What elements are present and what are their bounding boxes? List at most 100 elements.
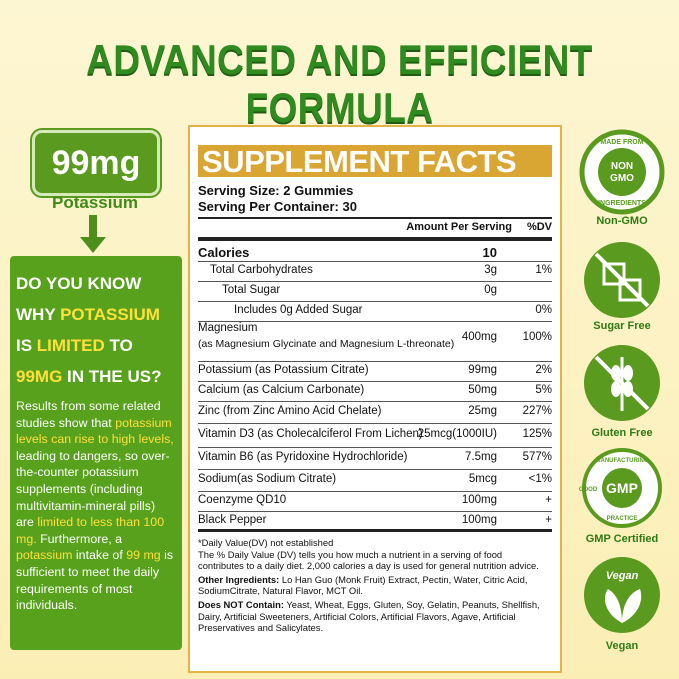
- icon-core: [598, 148, 646, 196]
- icon-vegan: Vegan Vegan: [584, 557, 660, 652]
- facts-title: SUPPLEMENT FACTS: [198, 145, 552, 178]
- icon-text: MANUFACTURING: [596, 458, 649, 464]
- supplement-facts: SUPPLEMENT FACTS Serving Size: 2 Gummies…: [188, 125, 562, 673]
- note: The % Daily Value (DV) tells you how muc…: [198, 548, 539, 572]
- icon-label: Non-GMO: [596, 215, 648, 227]
- grain: [623, 365, 633, 381]
- servings: Serving Per Container: 30: [198, 199, 357, 214]
- grain: [611, 381, 621, 397]
- icon-label: Gluten Free: [591, 427, 652, 439]
- icon-text: PRACTICE: [607, 516, 638, 522]
- amount: 400mg: [461, 331, 497, 343]
- nutrient: Calories: [198, 245, 250, 260]
- icon-label: Sugar Free: [593, 320, 650, 332]
- amount: 0g: [484, 284, 497, 296]
- icon-text: GMO: [610, 173, 634, 184]
- icon-label: Vegan: [606, 640, 639, 652]
- text-segment: LIMITED: [36, 336, 105, 355]
- strike: [594, 252, 650, 308]
- rule: [198, 237, 552, 241]
- nutrient-detail: (as Magnesium Glycinate and Magnesium L-…: [198, 338, 455, 350]
- fact-row: Sodium(as Sodium Citrate) 5mcg <1%: [198, 469, 552, 492]
- daily-value: 577%: [522, 451, 552, 463]
- nutrient: Includes 0g Added Sugar: [234, 304, 363, 316]
- nutrient: Coenzyme QD10: [198, 494, 287, 506]
- header-amount: Amount Per Serving: [406, 221, 512, 233]
- rule: [198, 529, 552, 532]
- question: DO YOU KNOW WHY POTASSIUM IS LIMITED TO …: [16, 268, 176, 392]
- text-segment: potassium levels can rise to high levels…: [16, 415, 174, 447]
- text-segment: 99 mg: [126, 548, 161, 563]
- daily-value: 0%: [535, 304, 552, 316]
- amount: 25mcg(1000IU): [417, 428, 497, 440]
- text-segment: potassium: [16, 548, 73, 563]
- fact-row: Zinc (from Zinc Amino Acid Chelate) 25mg 2…: [198, 401, 552, 424]
- notes: *Daily Value(DV) not established The % D…: [198, 537, 550, 634]
- daily-value: 100%: [522, 331, 552, 343]
- note-text: Yeast, Wheat, Eggs, Gluten, Soy, Gelatin…: [198, 598, 540, 634]
- text-segment: limited to less than 100 mg.: [16, 515, 165, 546]
- amount: 7.5mg: [465, 451, 497, 463]
- badge-amount: 99mg: [32, 130, 160, 196]
- icon-core: [584, 557, 660, 633]
- icon-text: GMP: [606, 480, 638, 496]
- note: Other Ingredients: Lo Han Guo (Monk Frui…: [198, 574, 550, 597]
- daily-value: 5%: [535, 384, 552, 396]
- headline: ADVANCED AND EFFICIENT FORMULA: [86, 36, 593, 131]
- fact-row: Magnesium (as Magnesium Glycinate and Mag…: [198, 321, 552, 362]
- fact-row: Vitamin D3 (as Cholecalciferol From Lich…: [198, 423, 552, 448]
- amount: 100mg: [461, 514, 497, 526]
- daily-value: +: [545, 514, 552, 526]
- icon-text: INGREDIENTS: [598, 200, 646, 207]
- nutrient: Sodium(as Sodium Citrate): [198, 473, 337, 485]
- amount: 25mg: [468, 405, 497, 417]
- amount: 100mg: [461, 494, 497, 506]
- icon-sugar-free: Sugar Free: [584, 242, 660, 332]
- fact-row: Total Carbohydrates 3g 1%: [198, 261, 552, 282]
- icon-text: GOOD: [579, 487, 598, 493]
- icon-text: Vegan: [606, 570, 639, 582]
- leaf: [604, 589, 642, 623]
- arrow-shaft: [89, 215, 97, 239]
- text-segment: IS: [16, 336, 37, 355]
- text-segment: POTASSIUM: [60, 305, 160, 324]
- icon-label: GMP Certified: [586, 533, 659, 545]
- header-row: Amount Per Serving %DV: [198, 221, 552, 237]
- arrow-head: [80, 237, 106, 253]
- amount: 99mg: [468, 364, 497, 376]
- text-segment: TO: [104, 336, 133, 355]
- note-text: Lo Han Guo (Monk Fruit) Extract, Pectin,…: [198, 573, 528, 597]
- nutrient: Potassium (as Potassium Citrate): [198, 364, 369, 376]
- fact-row: Calcium (as Calcium Carbonate) 50mg 5%: [198, 381, 552, 402]
- fact-row: Vitamin B6 (as Pyridoxine Hydrochloride)…: [198, 447, 552, 470]
- fact-row: Includes 0g Added Sugar 0%: [198, 301, 552, 322]
- fact-row: Potassium (as Potassium Citrate) 99mg 2%: [198, 361, 552, 382]
- icon-text: MADE FROM: [600, 139, 643, 146]
- text-segment: Furthermore, a: [36, 531, 123, 546]
- nutrient: Zinc (from Zinc Amino Acid Chelate): [198, 405, 382, 417]
- text-segment: DO YOU KNOW WHY: [16, 274, 142, 324]
- fact-row: Calories 10: [198, 243, 552, 262]
- arrow: [80, 215, 106, 253]
- text-segment: IN THE US?: [62, 367, 162, 386]
- amount: 50mg: [468, 384, 497, 396]
- note: Does NOT Contain: Yeast, Wheat, Eggs, Gl…: [198, 599, 550, 634]
- cube: [602, 262, 626, 286]
- daily-value: 1%: [535, 264, 552, 276]
- icon-gmp: GMP MANUFACTURING GOOD PRACTICE GMP Cert…: [579, 448, 662, 545]
- text-segment: intake of: [72, 548, 127, 563]
- rule: [198, 217, 552, 219]
- fact-row: Coenzyme QD10 100mg +: [198, 491, 552, 512]
- daily-value: <1%: [528, 473, 552, 485]
- amount: 10: [482, 245, 497, 260]
- note-label: Does NOT Contain:: [198, 598, 284, 610]
- nutrient: Vitamin D3 (as Cholecalciferol From Lich…: [198, 428, 423, 440]
- info-box: DO YOU KNOW WHY POTASSIUM IS LIMITED TO …: [10, 256, 182, 650]
- fact-row: Total Sugar 0g: [198, 281, 552, 302]
- daily-value: 2%: [535, 364, 552, 376]
- text-segment: is sufficient to meet the daily requirem…: [16, 548, 174, 613]
- icon-text: NON: [611, 161, 633, 172]
- amount: 3g: [484, 264, 497, 276]
- header-dv: %DV: [526, 221, 552, 233]
